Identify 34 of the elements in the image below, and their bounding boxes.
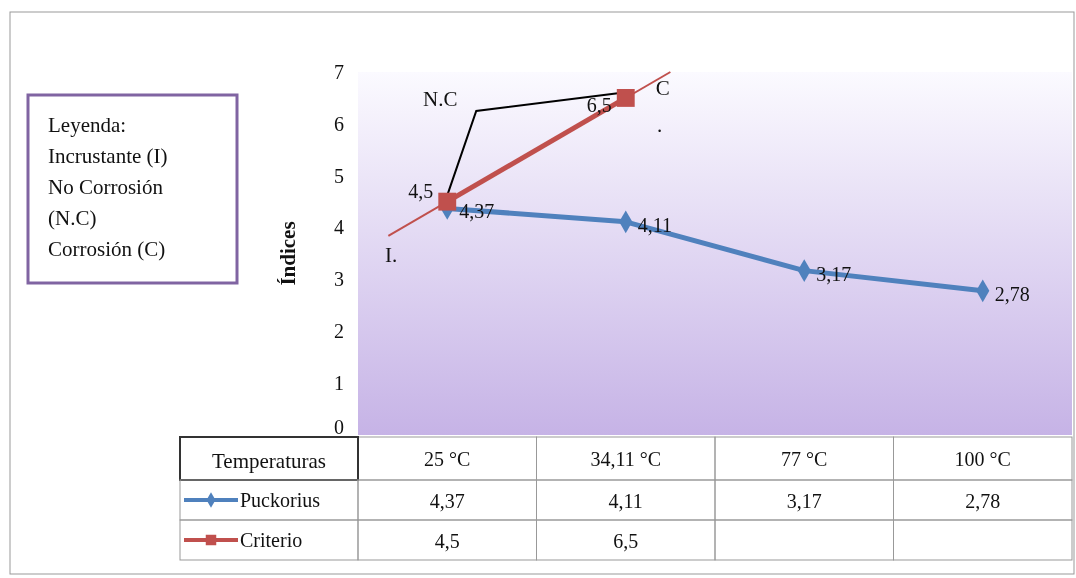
x-tick-label: 100 °C — [954, 448, 1011, 470]
y-tick-label: 3 — [334, 268, 344, 291]
data-label: 4,37 — [429, 490, 465, 512]
y-tick-label: 2 — [334, 320, 344, 343]
y-tick-label: 0 — [334, 415, 344, 438]
y-tick-label: 1 — [334, 372, 344, 395]
point — [616, 88, 635, 107]
annotation: N.C — [423, 87, 458, 111]
y-tick-label: 6 — [334, 112, 344, 135]
y-tick-label: 5 — [334, 164, 344, 187]
text: 3,17 — [816, 262, 852, 285]
legend-label: Criterio — [240, 529, 303, 551]
legend-label: Puckorius — [240, 489, 321, 511]
data-label: 4,11 — [608, 490, 643, 512]
data-label: 4,5 — [434, 530, 460, 552]
annotation: C — [655, 75, 670, 100]
x-tick-label: 34,11 °C — [590, 448, 662, 470]
y-tick-label: 7 — [334, 60, 344, 83]
data-label: 6,5 — [613, 530, 639, 552]
x-axis-title: Temperaturas — [212, 449, 326, 473]
text: 4,5 — [408, 179, 434, 202]
y-tick-label: 4 — [334, 216, 344, 239]
text: 4,37 — [459, 200, 495, 223]
text: 6,5 — [586, 93, 612, 116]
y-axis-title: Índices — [276, 221, 300, 286]
text: 2,78 — [994, 282, 1030, 305]
text: Leyenda: Incrustante (I) No Corrosión (N.C) Corrosión (C) — [48, 113, 168, 261]
data-label: 2,78 — [965, 490, 1001, 512]
point — [438, 192, 457, 211]
x-tick-label: 25 °C — [424, 448, 471, 470]
annotation: . — [657, 113, 663, 137]
annotation: I. — [385, 243, 398, 267]
data-label: 3,17 — [786, 490, 822, 512]
x-tick-label: 77 °C — [781, 448, 828, 470]
